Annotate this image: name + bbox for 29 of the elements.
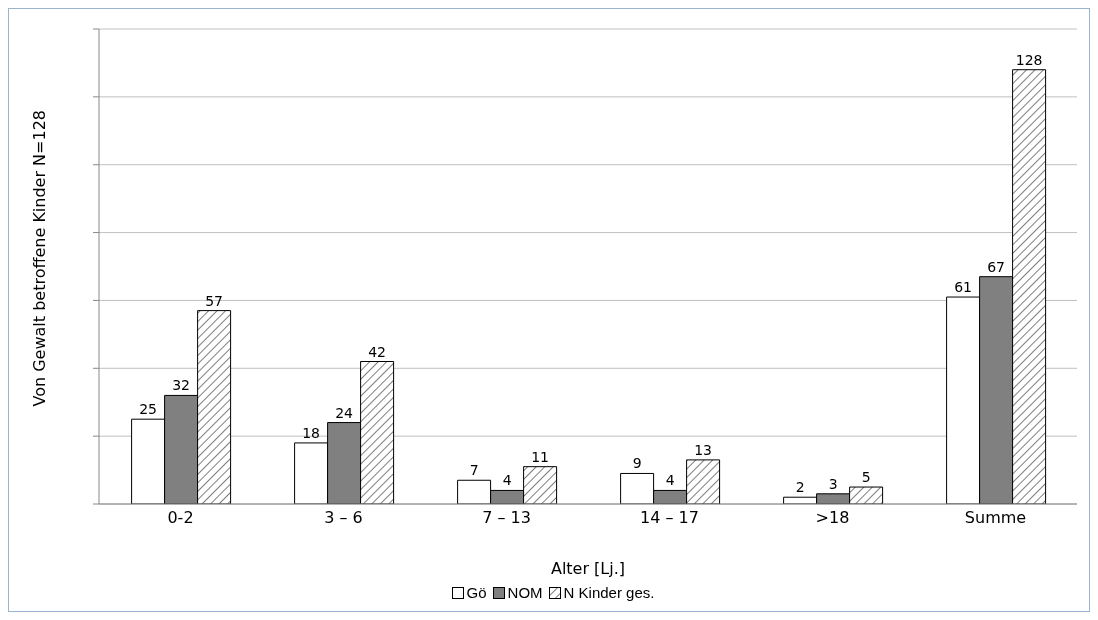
data-label: 11	[531, 448, 550, 465]
x-axis-title: Alter [Lj.]	[550, 559, 626, 578]
data-label: 4	[665, 472, 675, 489]
x-tick-label: Summe	[964, 508, 1027, 528]
legend-label: NOM	[506, 584, 543, 601]
data-label: 42	[368, 343, 387, 360]
data-label: 18	[302, 424, 321, 441]
data-label: 128	[1015, 51, 1043, 68]
data-label: 5	[861, 469, 871, 486]
y-axis-title: Von Gewalt betroffene Kinder N=128	[29, 109, 49, 407]
data-label: 25	[139, 401, 158, 418]
x-tick-label: 7 – 13	[482, 508, 531, 528]
x-tick-label: >18	[815, 508, 850, 528]
data-label: 2	[795, 479, 805, 496]
data-label: 3	[828, 475, 838, 492]
data-label: 24	[335, 404, 354, 421]
data-label: 32	[172, 377, 191, 394]
data-label: 67	[987, 258, 1006, 275]
data-label: 7	[469, 462, 479, 479]
data-label: 9	[632, 455, 642, 472]
x-tick-label: 14 – 17	[640, 508, 699, 528]
data-label: 57	[205, 292, 224, 309]
legend-label: Gö	[465, 584, 487, 601]
data-label: 13	[694, 441, 713, 458]
data-label: 4	[502, 472, 512, 489]
x-tick-label: 3 – 6	[324, 508, 363, 528]
data-label: 61	[954, 279, 973, 296]
x-tick-label: 0-2	[167, 508, 194, 528]
legend-label: N Kinder ges.	[562, 584, 655, 601]
